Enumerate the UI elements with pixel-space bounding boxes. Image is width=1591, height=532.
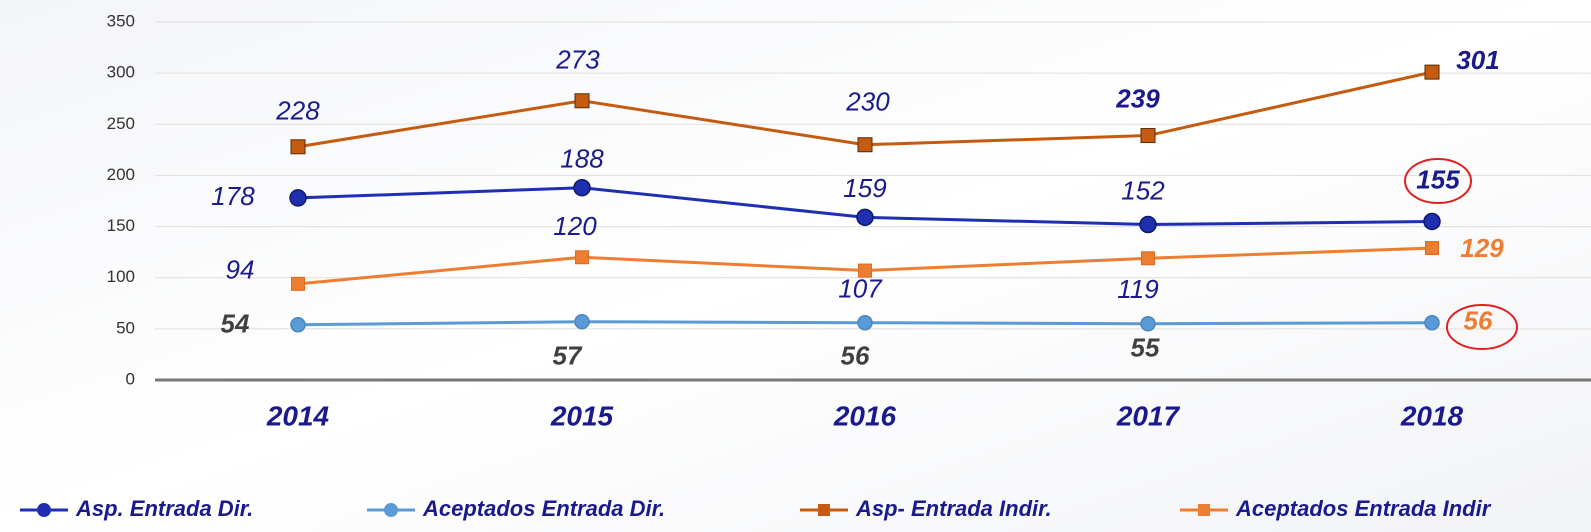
legend-label: Asp. Entrada Dir. (75, 496, 253, 521)
plot: 178 188 159 152 155 54 57 56 55 56 228 273 230 239 301… (211, 45, 1518, 371)
data-label: 56 (841, 341, 870, 371)
point (290, 139, 306, 155)
data-label: 129 (1460, 233, 1504, 263)
x-tick-label: 2018 (1400, 400, 1464, 431)
point (1424, 64, 1440, 80)
point (573, 178, 591, 197)
point (575, 250, 589, 265)
data-label: 57 (553, 341, 583, 371)
legend-marker (37, 503, 51, 517)
data-label: 230 (845, 87, 890, 117)
legend-label: Asp- Entrada Indir. (855, 496, 1052, 521)
series: 178 188 159 152 155 (211, 144, 1460, 234)
highlight-circle (1446, 304, 1518, 350)
point (1423, 212, 1441, 231)
highlight-circle (1404, 158, 1472, 204)
point (289, 189, 307, 207)
legend-item: Asp. Entrada Dir. (20, 496, 253, 521)
point (290, 317, 306, 333)
data-label: 228 (275, 96, 320, 126)
y-tick-label: 0 (126, 369, 135, 388)
data-label: 94 (226, 255, 255, 285)
legend-label: Aceptados Entrada Indir (1235, 496, 1492, 521)
x-tick-label: 2016 (833, 400, 897, 431)
legend-marker (384, 503, 398, 517)
y-tick-label: 100 (107, 267, 135, 286)
x-tick-label: 2015 (550, 400, 614, 431)
legend-item: Asp- Entrada Indir. (800, 496, 1052, 521)
y-tick-label: 200 (107, 165, 135, 184)
data-label: 54 (221, 309, 250, 339)
point (574, 313, 590, 330)
data-label: 55 (1131, 333, 1160, 363)
data-label: 273 (555, 45, 600, 75)
point (574, 93, 590, 109)
point (1425, 241, 1439, 256)
point (1141, 251, 1155, 266)
grid: 0 50 100 150 200 250 300 350 2014 2015 2016 2017 201… (107, 11, 1591, 431)
legend-label: Aceptados Entrada Dir. (422, 496, 665, 521)
series: 54 57 56 55 56 (221, 306, 1493, 371)
y-tick-label: 350 (107, 11, 135, 30)
y-tick-label: 250 (107, 114, 135, 133)
legend-item: Aceptados Entrada Indir (1180, 496, 1492, 521)
legend-marker (818, 504, 830, 516)
point (858, 263, 872, 278)
y-tick-label: 50 (116, 318, 135, 337)
legend-marker (1198, 504, 1210, 516)
legend-item: Aceptados Entrada Dir. (367, 496, 665, 521)
point (1424, 314, 1440, 331)
y-tick-label: 150 (107, 216, 135, 235)
data-label: 155 (1416, 164, 1460, 194)
data-label: 120 (553, 211, 597, 241)
series: 228 273 230 239 301 (275, 45, 1500, 155)
point (1140, 315, 1156, 332)
data-label: 178 (211, 181, 255, 211)
series: 94 120 107 119 129 (226, 211, 1505, 304)
point (857, 314, 873, 331)
point (291, 276, 305, 291)
data-label: 188 (560, 144, 604, 174)
data-label: 56 (1464, 306, 1493, 336)
data-label: 159 (843, 173, 886, 203)
data-label: 152 (1121, 175, 1165, 205)
data-label: 107 (838, 273, 883, 303)
data-label: 239 (1115, 83, 1160, 113)
x-tick-label: 2017 (1116, 400, 1181, 431)
data-label: 301 (1456, 45, 1499, 75)
x-tick-label: 2014 (266, 400, 330, 431)
point (857, 137, 873, 153)
point (1140, 128, 1156, 144)
point (856, 208, 874, 227)
y-tick-label: 300 (107, 63, 135, 82)
data-label: 119 (1117, 274, 1158, 304)
legend: Asp. Entrada Dir. Aceptados Entrada Dir. A… (20, 496, 1492, 521)
point (1139, 215, 1157, 234)
